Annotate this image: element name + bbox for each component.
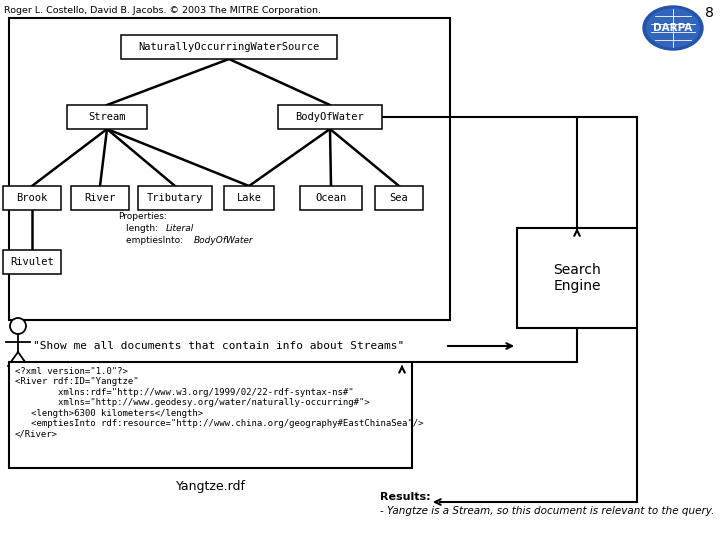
Text: Brook: Brook — [17, 193, 48, 203]
Text: Search: Search — [553, 263, 601, 277]
Text: - Yangtze is a Stream, so this document is relevant to the query.: - Yangtze is a Stream, so this document … — [380, 506, 714, 516]
Text: BodyOfWater: BodyOfWater — [194, 236, 253, 245]
Bar — [71, 186, 129, 210]
Bar — [138, 186, 212, 210]
Text: Engine: Engine — [553, 279, 600, 293]
Text: "Show me all documents that contain info about Streams": "Show me all documents that contain info… — [33, 341, 404, 351]
Text: Ocean: Ocean — [315, 193, 346, 203]
Text: Lake: Lake — [236, 193, 261, 203]
Bar — [9, 362, 412, 468]
Bar — [121, 35, 337, 59]
Text: Stream: Stream — [89, 112, 126, 122]
Text: Rivulet: Rivulet — [10, 257, 54, 267]
Ellipse shape — [643, 6, 703, 50]
Bar — [224, 186, 274, 210]
Bar — [67, 105, 147, 129]
Bar — [9, 18, 450, 320]
Bar — [517, 228, 637, 328]
Text: Roger L. Costello, David B. Jacobs. © 2003 The MITRE Corporation.: Roger L. Costello, David B. Jacobs. © 20… — [4, 6, 321, 15]
Bar — [3, 250, 61, 274]
Text: Yangtze.rdf: Yangtze.rdf — [176, 480, 246, 493]
Ellipse shape — [647, 9, 699, 47]
Text: NaturallyOccurringWaterSource: NaturallyOccurringWaterSource — [138, 42, 320, 52]
Text: River: River — [84, 193, 116, 203]
Bar — [300, 186, 362, 210]
Text: emptiesInto:: emptiesInto: — [126, 236, 186, 245]
Text: <?xml version="1.0"?>
<River rdf:ID="Yangtze"
        xmlns:rdf="http://www.w3.o: <?xml version="1.0"?> <River rdf:ID="Yan… — [15, 367, 423, 438]
Text: Sea: Sea — [390, 193, 408, 203]
Bar — [375, 186, 423, 210]
Bar — [278, 105, 382, 129]
Text: length:: length: — [126, 224, 161, 233]
Text: Literal: Literal — [166, 224, 194, 233]
Text: DARPA: DARPA — [653, 23, 693, 33]
Text: Properties:: Properties: — [118, 212, 167, 221]
Text: BodyOfWater: BodyOfWater — [296, 112, 364, 122]
Text: Results:: Results: — [380, 492, 431, 502]
Text: 8: 8 — [705, 6, 714, 20]
Bar — [3, 186, 61, 210]
Circle shape — [10, 318, 26, 334]
Text: Tributary: Tributary — [147, 193, 203, 203]
